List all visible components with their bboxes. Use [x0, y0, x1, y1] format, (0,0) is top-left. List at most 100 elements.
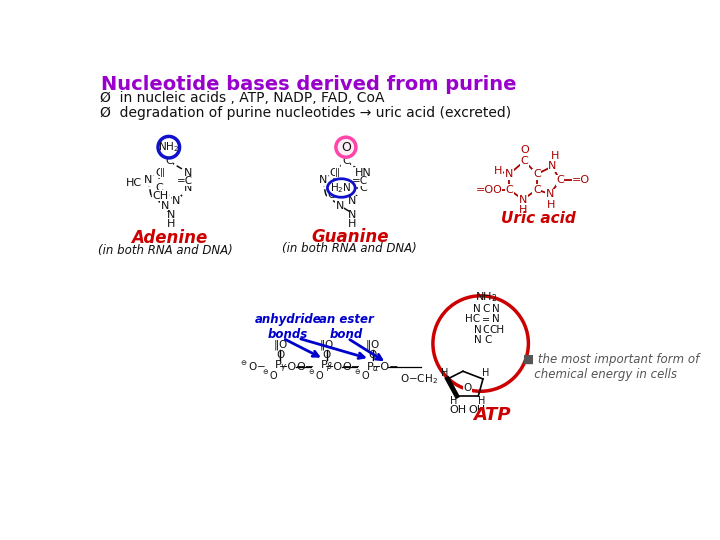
Text: P$_\alpha$: P$_\alpha$	[366, 360, 379, 374]
Text: CH: CH	[490, 326, 505, 335]
Text: N: N	[505, 169, 513, 179]
Circle shape	[158, 137, 179, 158]
Text: =O: =O	[476, 185, 494, 194]
Text: N: N	[348, 210, 356, 220]
Text: H: H	[519, 205, 527, 215]
Text: N: N	[172, 196, 181, 206]
Text: H: H	[441, 368, 448, 378]
Text: C: C	[505, 185, 513, 194]
Text: H: H	[547, 200, 556, 210]
Text: Nucleotide bases derived from purine: Nucleotide bases derived from purine	[101, 75, 516, 94]
Text: N: N	[336, 201, 344, 211]
Ellipse shape	[328, 179, 355, 197]
Text: P$_\beta$: P$_\beta$	[320, 359, 333, 375]
Text: (in both RNA and DNA): (in both RNA and DNA)	[282, 242, 417, 255]
Text: −O−: −O−	[279, 362, 307, 372]
Text: $\|$O: $\|$O	[319, 338, 334, 352]
Text: O: O	[323, 350, 330, 360]
Text: C: C	[155, 167, 163, 178]
Text: C: C	[482, 304, 490, 314]
Text: NH$_2$: NH$_2$	[158, 140, 179, 154]
Text: HC: HC	[126, 178, 142, 187]
Text: N: N	[474, 326, 482, 335]
Text: HN: HN	[354, 167, 372, 178]
Text: O−: O−	[296, 362, 315, 372]
Text: Ø  degradation of purine nucleotides → uric acid (excreted): Ø degradation of purine nucleotides → ur…	[99, 106, 510, 120]
Text: C: C	[521, 156, 528, 166]
Text: O: O	[369, 350, 377, 360]
Text: C: C	[485, 335, 492, 346]
Text: Ø  in nucleic acids , ATP, NADP, FAD, CoA: Ø in nucleic acids , ATP, NADP, FAD, CoA	[99, 91, 384, 105]
Text: N: N	[161, 201, 169, 211]
Text: H$_2$N: H$_2$N	[330, 181, 352, 195]
Text: N: N	[474, 335, 482, 346]
Text: N: N	[492, 314, 500, 324]
Text: H: H	[494, 166, 503, 176]
Text: O: O	[276, 350, 284, 360]
Text: OH: OH	[468, 405, 485, 415]
Text: N: N	[167, 210, 175, 220]
Text: O: O	[492, 185, 501, 194]
Text: N: N	[546, 189, 554, 199]
Text: =: =	[482, 315, 490, 326]
Text: C: C	[556, 176, 564, 185]
Text: C: C	[359, 183, 366, 193]
Text: N: N	[492, 304, 500, 314]
Text: N: N	[144, 176, 152, 185]
Text: CH: CH	[153, 191, 168, 201]
Text: C: C	[165, 156, 173, 166]
Text: H: H	[551, 151, 559, 161]
Text: N: N	[184, 167, 192, 178]
Text: N: N	[473, 304, 481, 314]
Text: N: N	[319, 176, 327, 185]
Text: P$_\gamma$: P$_\gamma$	[274, 359, 287, 375]
Text: C: C	[533, 185, 541, 194]
Text: $\|$O: $\|$O	[366, 338, 380, 352]
Text: Adenine: Adenine	[130, 229, 207, 247]
Text: H: H	[478, 395, 485, 406]
Text: O−: O−	[343, 362, 361, 372]
Text: =C: =C	[176, 176, 193, 186]
Text: CH: CH	[328, 190, 343, 200]
Text: =C: =C	[352, 176, 368, 186]
Text: Uric acid: Uric acid	[501, 211, 576, 226]
Text: N: N	[519, 194, 527, 205]
Text: C: C	[533, 169, 541, 179]
Text: O: O	[464, 383, 472, 393]
Text: (in both RNA and DNA): (in both RNA and DNA)	[98, 244, 233, 257]
Text: ■ the most important form of
   chemical energy in cells: ■ the most important form of chemical en…	[523, 353, 699, 381]
Text: Guanine: Guanine	[311, 227, 389, 246]
Text: N: N	[184, 183, 192, 193]
Text: =O: =O	[572, 176, 590, 185]
Text: O: O	[520, 145, 529, 156]
Text: C: C	[330, 183, 338, 193]
Text: O: O	[341, 141, 351, 154]
Text: ATP: ATP	[473, 406, 511, 424]
Text: NH$_2$: NH$_2$	[474, 291, 498, 304]
Text: N: N	[548, 161, 557, 171]
Text: $\|$O: $\|$O	[273, 338, 288, 352]
Text: O−CH$_2$: O−CH$_2$	[400, 372, 438, 386]
Text: $^\ominus$O: $^\ominus$O	[261, 369, 279, 382]
Text: N: N	[348, 196, 356, 206]
Text: $^\ominus$O: $^\ominus$O	[353, 369, 371, 382]
Text: anhydride
bonds: anhydride bonds	[255, 313, 322, 341]
Text: H: H	[167, 219, 175, 229]
Text: C: C	[155, 183, 163, 193]
Text: $^\ominus$O−: $^\ominus$O−	[240, 360, 266, 373]
Text: $^\ominus$O: $^\ominus$O	[307, 369, 325, 382]
Text: ||: ||	[161, 168, 166, 177]
Text: H: H	[450, 395, 457, 406]
Text: −O−: −O−	[325, 362, 353, 372]
Text: −O−: −O−	[372, 362, 399, 372]
Text: H: H	[348, 219, 356, 229]
Text: H: H	[482, 368, 490, 378]
Text: an ester
bond: an ester bond	[318, 313, 373, 341]
Circle shape	[336, 137, 356, 157]
Text: C: C	[330, 167, 338, 178]
Text: HC: HC	[465, 314, 480, 324]
Text: ||: ||	[335, 168, 341, 177]
Text: C: C	[482, 326, 490, 335]
Text: OH: OH	[449, 405, 466, 415]
Text: C: C	[342, 156, 350, 166]
